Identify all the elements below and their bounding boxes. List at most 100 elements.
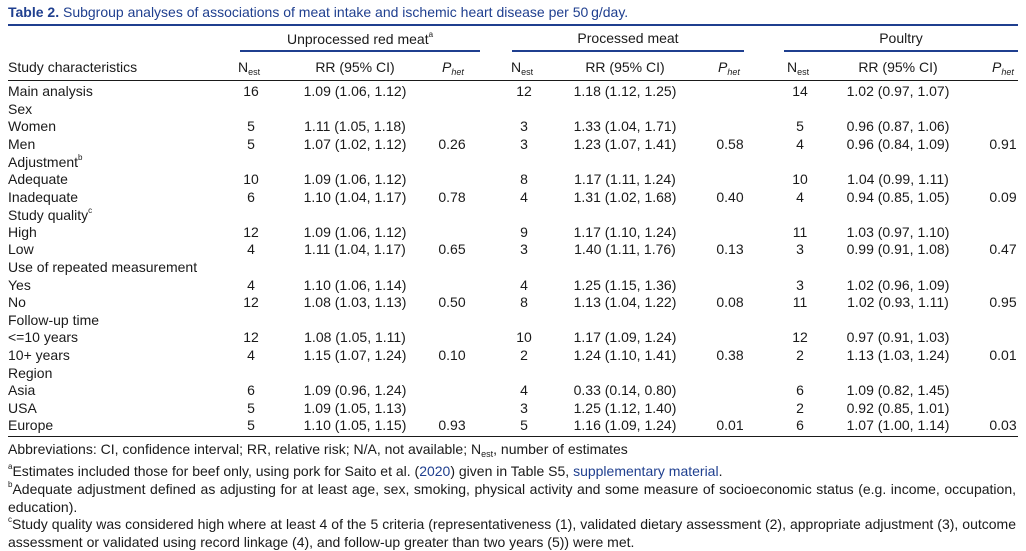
cell-rr3: 0.96 (0.87, 1.06) [846,118,950,135]
top-rule [8,24,1018,26]
header-n-sub: est [521,67,534,77]
cell-n2: 4 [520,188,528,205]
cell-n3: 4 [796,135,804,152]
cell-rr2: 1.33 (1.04, 1.71) [573,118,677,135]
row-label: No [8,294,26,310]
table-row: High 12 1.09 (1.06, 1.12) 9 1.17 (1.10, 1.24… [0,224,1026,241]
row-label-text: Men [8,135,36,152]
header-n-sub: est [248,67,261,77]
header-p-sub: het [1001,67,1014,77]
footnote-c-mark: c [8,515,12,524]
table-row: Inadequate 6 1.10 (1.04, 1.17) 0.78 4 1.31 (1… [0,189,1026,206]
cell-n3: 10 [792,171,808,187]
footnote-b-mark: b [8,480,13,489]
group-rule-poultry [784,50,1018,52]
cell-rr2: 1.16 (1.09, 1.24) [573,417,677,434]
cell-rr2: 1.17 (1.10, 1.24) [573,223,677,240]
row-label-text: 10+ years [8,347,70,363]
cell-n2: 12 [516,83,532,99]
row-label-text: Sex [8,100,33,117]
footnote-a-text: Estimates included those for beef only, … [12,463,420,479]
cell-rr2: 1.31 (1.02, 1.68) [573,188,677,205]
cell-rr2: 1.25 (1.12, 1.40) [573,399,677,416]
cell-rr1: 1.09 (0.96, 1.24) [303,382,407,399]
cell-n1: 5 [247,135,255,152]
footnote-a: aEstimates included those for beef only,… [8,458,1018,481]
group-header-poultry: Poultry [879,30,923,46]
cell-n2: 8 [520,294,528,311]
row-label: Men [8,136,35,152]
cell-p2: 0.08 [716,294,744,311]
row-label: Follow-up time [8,312,99,328]
table-row: 10+ years 4 1.15 (1.07, 1.24) 0.10 2 1.24 (1.… [0,347,1026,364]
cell-n3: 4 [796,188,804,205]
header-p-sub: het [451,67,464,77]
row-label-text: Study quality [8,207,89,224]
table-row: Men 5 1.07 (1.02, 1.12) 0.26 3 1.23 (1.07, 1.… [0,136,1026,153]
row-label-text: USA [8,399,37,416]
group-header-red-meat: Unprocessed red meata [240,30,480,47]
table-row: Adjustmentb [0,153,1026,170]
table-row: No 12 1.08 (1.03, 1.13) 0.50 8 1.13 (1.04, 1.… [0,294,1026,311]
bottom-rule [8,436,1018,437]
header-n: N [238,59,249,75]
cell-n1: 6 [247,382,255,399]
row-label: 10+ years [8,347,70,363]
row-label-text: Adequate [8,171,68,187]
footnote-a-mark: a [8,462,13,471]
row-label: Use of repeated measurement [8,259,197,275]
row-label: Low [8,241,34,257]
cell-rr2: 1.18 (1.12, 1.25) [573,83,677,99]
header-rr-1: RR (95% CI) [315,59,395,75]
footnote-abbreviations: Abbreviations: CI, confidence interval; … [8,441,1018,464]
cell-p2: 0.13 [716,241,744,258]
cell-rr3: 0.97 (0.91, 1.03) [846,329,950,346]
cell-rr3: 1.02 (0.97, 1.07) [846,83,950,99]
group-red-label: Unprocessed red meat [286,31,429,47]
row-label: Europe [8,417,53,433]
table-row: Asia 6 1.09 (0.96, 1.24) 4 0.33 (0.14, 0.80)… [0,382,1026,399]
row-label-text: Women [8,118,56,135]
cell-rr3: 1.07 (1.00, 1.14) [846,417,950,434]
supplementary-material-link[interactable]: supplementary material [573,463,719,479]
cell-rr3: 1.03 (0.97, 1.10) [846,223,950,240]
cell-p1: 0.78 [438,188,466,205]
cell-n1: 12 [243,329,259,346]
cell-p2: 0.01 [716,417,744,434]
cell-p1: 0.93 [438,417,466,434]
cell-n3: 3 [796,276,804,293]
cell-rr2: 1.40 (1.11, 1.76) [574,241,676,258]
cell-n1: 12 [243,223,259,240]
reference-link[interactable]: 2020 [419,463,451,479]
cell-rr3: 1.02 (0.93, 1.11) [847,294,949,311]
cell-n3: 11 [792,223,808,240]
cell-rr1: 1.08 (1.05, 1.11) [304,329,406,346]
header-p: P [442,59,452,75]
row-label-text: No [8,294,26,311]
cell-n3: 2 [796,399,804,416]
cell-n1: 4 [247,347,255,363]
row-label-text: Europe [8,417,54,434]
abbrev-sub: est [481,449,494,459]
cell-n1: 16 [243,83,259,99]
header-n-sub: est [797,67,810,77]
cell-rr3: 1.02 (0.96, 1.09) [846,276,950,293]
cell-n1: 5 [247,118,255,135]
row-label-text: Yes [8,276,31,293]
table-row: USA 5 1.09 (1.05, 1.13) 3 1.25 (1.12, 1.40) 2… [0,400,1026,417]
row-label-text: Adjustment [8,154,79,171]
footnote-b-text: Adequate adjustment defined as adjusting… [8,481,1016,515]
header-phet-3: Phet [992,59,1014,77]
footnote-a-text-end: . [718,463,723,479]
cell-n1: 4 [247,276,255,293]
cell-rr3: 0.92 (0.85, 1.01) [846,399,950,416]
table-row: Adequate 10 1.09 (1.06, 1.12) 8 1.17 (1.11, … [0,171,1026,188]
table-row: Sex [0,101,1026,118]
table-row: Follow-up time [0,312,1026,329]
header-n-est-1: Nest [238,59,260,77]
row-label: <=10 years [8,329,78,345]
table-row: Use of repeated measurement [0,259,1026,276]
cell-n1: 5 [247,399,255,416]
header-p: P [992,59,1002,75]
footnote-mark: b [78,153,83,163]
